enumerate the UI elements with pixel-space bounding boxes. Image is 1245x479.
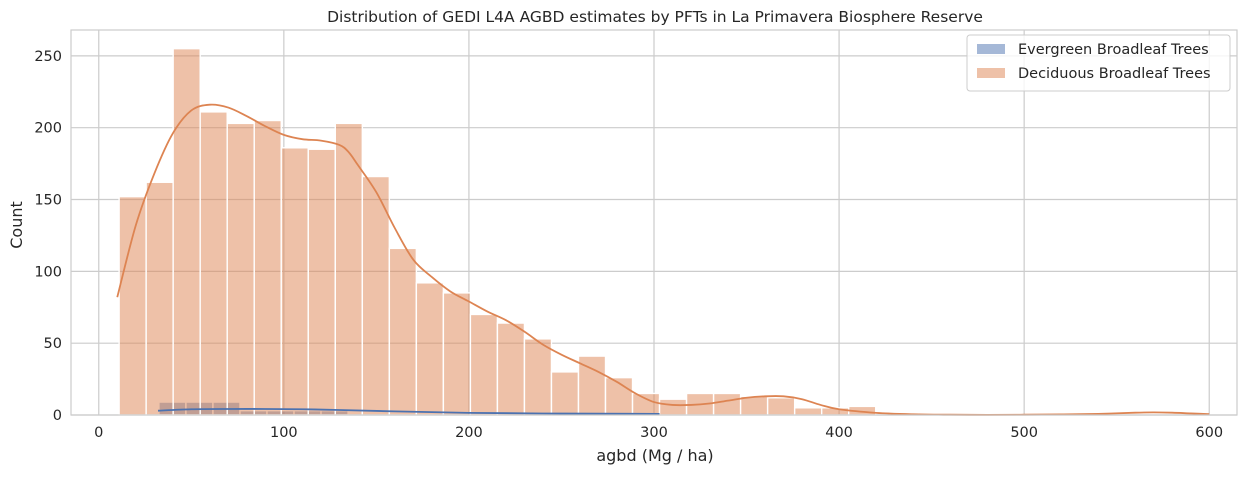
bar-deciduous <box>523 338 553 416</box>
axes: 0 100 200 300 400 500 600 0 50 100 150 200 250 <box>34 29 1238 441</box>
x-axis-label: agbd (Mg / ha) <box>596 446 713 465</box>
x-tick-label: 0 <box>94 425 103 441</box>
legend: Evergreen Broadleaf Trees Deciduous Broa… <box>966 34 1231 92</box>
bar-deciduous <box>199 111 228 416</box>
kde-line-evergreen <box>157 408 660 415</box>
legend-swatch-deciduous <box>977 68 1005 78</box>
y-axis-label: Count <box>7 201 26 249</box>
bar-deciduous <box>712 392 742 416</box>
bar-deciduous <box>253 119 282 416</box>
y-tick-label: 250 <box>34 49 62 65</box>
bar-deciduous <box>307 148 336 416</box>
bar-deciduous <box>334 122 364 416</box>
y-tick-label: 50 <box>44 336 62 352</box>
bar-deciduous <box>172 47 201 416</box>
y-tick-label: 100 <box>34 264 62 280</box>
x-tick-label: 200 <box>455 425 483 441</box>
y-tick-label: 0 <box>53 408 62 424</box>
bar-deciduous <box>658 398 688 416</box>
chart-title: Distribution of GEDI L4A AGBD estimates … <box>327 8 983 26</box>
bar-deciduous <box>550 371 580 416</box>
bar-deciduous <box>118 195 147 416</box>
bar-deciduous <box>739 395 769 416</box>
legend-frame <box>966 34 1231 92</box>
bar-deciduous <box>388 247 418 416</box>
bar-deciduous <box>415 282 445 416</box>
bar-deciduous <box>793 407 823 416</box>
plot-frame <box>70 29 1238 416</box>
x-tick-label: 600 <box>1195 425 1223 441</box>
legend-label-deciduous: Deciduous Broadleaf Trees <box>1018 66 1211 82</box>
y-tick-label: 200 <box>34 121 62 137</box>
bar-deciduous <box>496 322 526 416</box>
legend-swatch-evergreen <box>977 44 1005 54</box>
bar-deciduous <box>361 175 391 416</box>
x-tick-label: 300 <box>640 425 668 441</box>
bar-deciduous <box>442 292 472 416</box>
bar-deciduous <box>280 147 309 416</box>
x-tick-label: 400 <box>825 425 853 441</box>
y-tick-label: 150 <box>34 193 62 209</box>
bar-deciduous <box>766 397 796 416</box>
x-tick-label: 100 <box>270 425 298 441</box>
bar-deciduous <box>145 181 174 416</box>
bar-deciduous <box>469 313 499 416</box>
legend-label-evergreen: Evergreen Broadleaf Trees <box>1018 42 1209 58</box>
x-tick-label: 500 <box>1010 425 1038 441</box>
bar-deciduous <box>631 392 661 416</box>
bar-deciduous <box>226 122 255 416</box>
